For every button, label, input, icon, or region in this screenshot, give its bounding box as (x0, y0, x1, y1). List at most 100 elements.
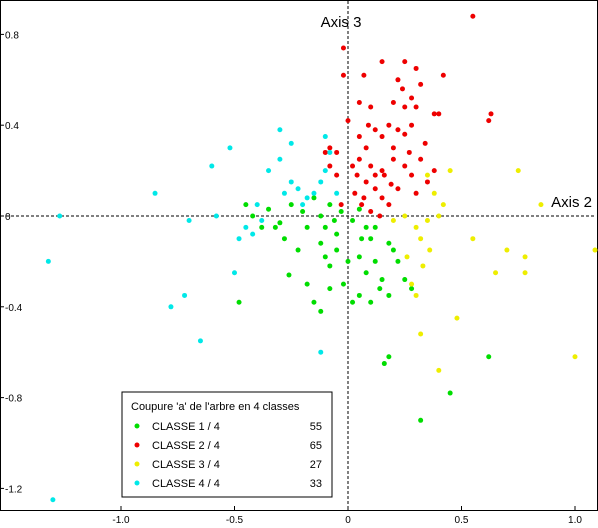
data-point-class-1 (327, 263, 333, 269)
legend-label-3: CLASSE 3 / 4 (152, 459, 220, 471)
x-tick-label: 0 (345, 515, 351, 526)
data-point-class-2 (356, 134, 362, 140)
data-point-class-1 (372, 224, 378, 230)
data-point-class-2 (418, 156, 424, 162)
data-point-class-1 (350, 218, 356, 224)
data-point-class-3 (515, 168, 521, 174)
data-point-class-2 (361, 195, 367, 201)
data-point-class-2 (388, 181, 394, 187)
data-point-class-1 (327, 286, 333, 292)
data-point-class-2 (327, 145, 333, 151)
points-layer (45, 13, 598, 503)
data-point-class-2 (345, 118, 351, 124)
data-point-class-2 (381, 172, 387, 178)
data-point-class-4 (334, 190, 340, 196)
data-point-class-1 (340, 281, 346, 287)
data-point-class-3 (402, 213, 408, 219)
data-point-class-1 (418, 417, 424, 423)
data-point-class-4 (300, 202, 306, 208)
data-point-class-3 (390, 218, 396, 224)
data-point-class-3 (418, 331, 424, 337)
data-point-class-2 (340, 72, 346, 78)
data-point-class-2 (354, 172, 360, 178)
data-point-class-2 (413, 190, 419, 196)
data-point-class-3 (470, 236, 476, 242)
data-point-class-4 (57, 213, 63, 219)
legend-marker-4 (134, 480, 140, 486)
data-point-class-1 (447, 390, 453, 396)
data-point-class-3 (592, 247, 598, 253)
x-tick-label: -0.5 (226, 515, 244, 526)
data-point-class-4 (186, 218, 192, 224)
data-point-class-2 (377, 213, 383, 219)
data-point-class-3 (413, 224, 419, 230)
data-point-class-1 (250, 213, 256, 219)
data-point-class-2 (402, 104, 408, 110)
data-point-class-4 (254, 202, 260, 208)
data-point-class-4 (152, 190, 158, 196)
data-point-class-1 (356, 206, 362, 212)
data-point-class-1 (327, 202, 333, 208)
data-point-class-4 (288, 179, 294, 185)
legend-marker-3 (134, 461, 140, 467)
data-point-class-2 (395, 77, 401, 83)
data-point-class-2 (440, 72, 446, 78)
data-point-class-1 (266, 206, 272, 212)
data-point-class-4 (295, 186, 301, 192)
data-point-class-1 (359, 236, 365, 242)
data-point-class-4 (266, 168, 272, 174)
data-point-class-3 (424, 218, 430, 224)
data-point-class-1 (386, 292, 392, 298)
data-point-class-4 (311, 190, 317, 196)
data-point-class-4 (197, 338, 203, 344)
data-point-class-4 (213, 213, 219, 219)
data-point-class-3 (447, 168, 453, 174)
data-point-class-1 (300, 208, 306, 214)
data-point-class-1 (304, 224, 310, 230)
data-point-class-2 (409, 122, 415, 128)
data-point-class-1 (334, 247, 340, 253)
data-point-class-3 (454, 315, 460, 321)
data-point-class-4 (318, 179, 324, 185)
data-point-class-2 (402, 163, 408, 169)
y-tick-label: 0 (5, 212, 11, 223)
data-point-class-2 (368, 208, 374, 214)
data-point-class-1 (350, 299, 356, 305)
data-point-class-1 (311, 299, 317, 305)
data-point-class-2 (340, 45, 346, 51)
data-point-class-2 (470, 13, 476, 19)
data-point-class-3 (436, 213, 442, 219)
data-point-class-3 (522, 270, 528, 276)
data-point-class-2 (352, 190, 358, 196)
data-point-class-2 (356, 100, 362, 105)
legend-marker-1 (134, 423, 140, 429)
data-point-class-2 (488, 111, 494, 117)
legend-count-1: 55 (310, 421, 322, 433)
data-point-class-2 (327, 163, 333, 169)
data-point-class-1 (345, 258, 351, 264)
x-tick-label: 1.0 (568, 515, 582, 526)
data-point-class-1 (377, 286, 383, 292)
data-point-class-2 (368, 163, 374, 169)
data-point-class-3 (572, 354, 578, 360)
data-point-class-2 (334, 172, 340, 178)
data-point-class-2 (363, 145, 369, 151)
data-point-class-4 (281, 190, 287, 196)
data-point-class-3 (424, 172, 430, 178)
data-point-class-3 (404, 254, 410, 260)
data-point-class-3 (431, 190, 437, 196)
y-tick-label: -0.4 (5, 303, 23, 314)
data-point-class-2 (386, 122, 392, 128)
data-point-class-2 (402, 59, 408, 65)
data-point-class-2 (372, 186, 378, 192)
data-point-class-2 (431, 168, 437, 174)
data-point-class-4 (277, 156, 283, 162)
data-point-class-4 (277, 127, 283, 133)
horizontal-axis-name: Axis 2 (551, 194, 592, 211)
data-point-class-4 (322, 168, 328, 174)
data-point-class-4 (304, 195, 310, 201)
data-point-class-4 (227, 145, 233, 151)
data-point-class-1 (395, 258, 401, 264)
data-point-class-2 (322, 149, 328, 155)
data-point-class-3 (493, 270, 499, 276)
